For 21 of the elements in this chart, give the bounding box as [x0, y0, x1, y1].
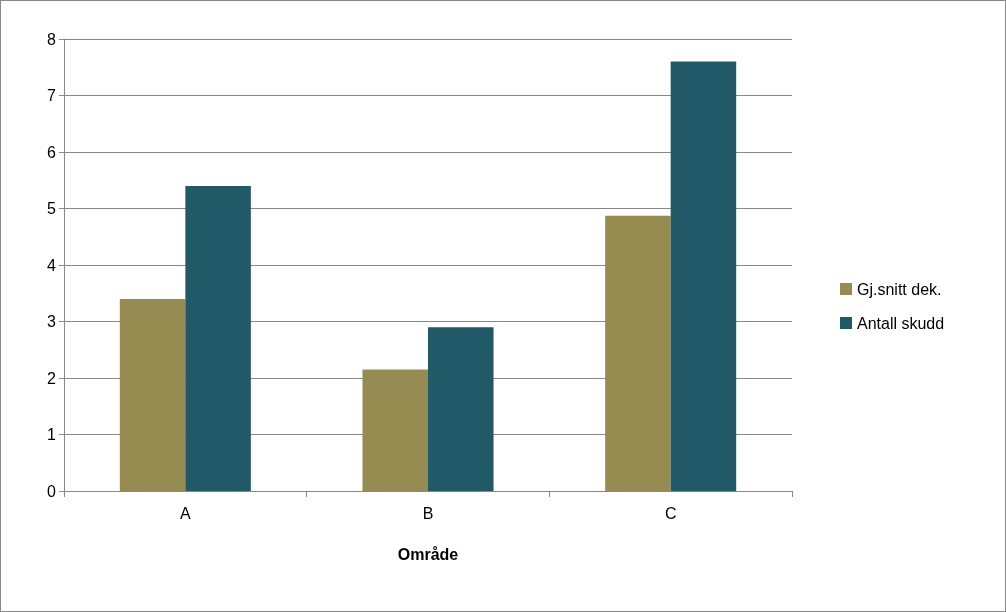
x-tick-label: A — [180, 504, 191, 522]
y-tick-label: 8 — [47, 30, 57, 48]
y-tick-label: 1 — [47, 426, 57, 443]
y-tick-label: 7 — [47, 87, 57, 104]
bar — [362, 369, 428, 491]
bar — [605, 215, 671, 491]
bar — [670, 61, 737, 491]
bar — [119, 298, 186, 491]
y-tick-label: 6 — [47, 143, 57, 161]
bar — [185, 185, 251, 491]
x-tick-label: C — [664, 504, 677, 522]
bar — [428, 327, 494, 491]
legend-label: Antall skudd — [857, 314, 945, 332]
y-tick-label: 4 — [47, 256, 57, 274]
y-tick-label: 2 — [47, 369, 57, 387]
y-tick-label: 0 — [47, 482, 57, 500]
x-tick-label: B — [422, 504, 434, 522]
x-axis-title: Område — [397, 545, 459, 563]
y-tick-label: 3 — [47, 313, 57, 330]
legend-label: Gj.snitt dek. — [857, 280, 942, 298]
y-tick-label: 5 — [47, 200, 57, 217]
